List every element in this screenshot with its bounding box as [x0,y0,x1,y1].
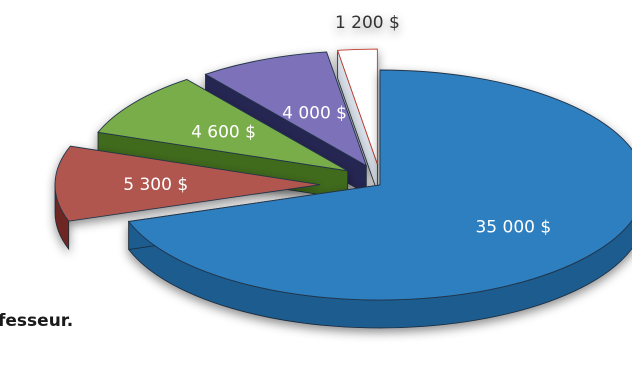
caption-text: fesseur. [0,311,74,331]
slice-0: 35 000 $ [127,69,632,329]
slice-4: 1 200 $ [335,13,400,193]
slice-label-0: 35 000 $ [475,218,551,238]
slice-1: 5 300 $ [54,145,321,251]
slice-top-2 [97,78,348,172]
slice-top-1 [54,145,321,222]
slice-top-4 [337,48,378,165]
slice-label-1: 5 300 $ [123,175,188,195]
slice-top-3 [204,51,368,167]
slice-label-4: 1 200 $ [335,13,400,33]
slice-top-0 [127,69,632,301]
slice-label-2: 4 600 $ [191,123,256,143]
slice-label-3: 4 000 $ [282,104,347,124]
